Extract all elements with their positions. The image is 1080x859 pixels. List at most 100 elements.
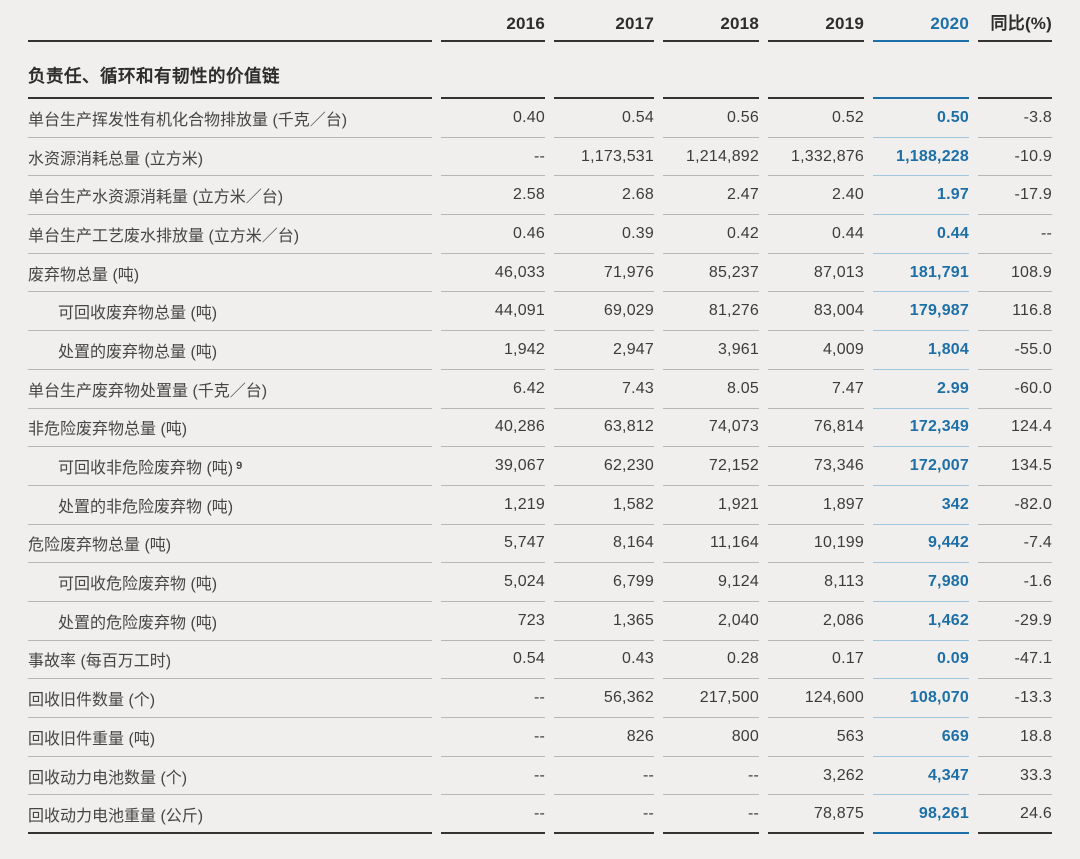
- value-2016: 0.54: [441, 641, 545, 680]
- value-2016: 39,067: [441, 447, 545, 486]
- table-row: 单台生产废弃物处置量 (千克／台) 6.42 7.43 8.05 7.47 2.99 -60…: [28, 370, 1052, 409]
- value-yoy: -1.6: [978, 563, 1052, 602]
- value-2016: 5,024: [441, 563, 545, 602]
- value-2019: 563: [768, 718, 864, 757]
- value-2016: 1,942: [441, 331, 545, 370]
- value-yoy: -29.9: [978, 602, 1052, 641]
- table-row: 可回收危险废弃物 (吨) 5,024 6,799 9,124 8,113 7,980 -1.…: [28, 563, 1052, 602]
- value-2018: 1,921: [663, 486, 759, 525]
- value-2017: --: [554, 795, 654, 835]
- value-2017: 6,799: [554, 563, 654, 602]
- value-2019: 87,013: [768, 254, 864, 293]
- value-2020: 669: [873, 718, 969, 757]
- column-header-2016: 2016: [441, 14, 545, 42]
- value-2019: 73,346: [768, 447, 864, 486]
- value-2019: 0.17: [768, 641, 864, 680]
- value-2020: 179,987: [873, 292, 969, 332]
- value-2017: 62,230: [554, 447, 654, 486]
- table-row: 可回收非危险废弃物 (吨) 9 39,067 62,230 72,152 73,346 17…: [28, 447, 1052, 486]
- value-2016: 2.58: [441, 176, 545, 216]
- footnote-marker: 9: [236, 460, 243, 473]
- value-2018: 0.42: [663, 215, 759, 254]
- value-2016: 44,091: [441, 292, 545, 332]
- value-2016: 0.46: [441, 215, 545, 254]
- value-2020: 172,349: [873, 409, 969, 448]
- table-row: 非危险废弃物总量 (吨) 40,286 63,812 74,073 76,814 172,…: [28, 409, 1052, 448]
- table-header-row: 2016 2017 2018 2019 2020 同比(%): [28, 14, 1052, 42]
- metric-label: 处置的非危险废弃物 (吨): [28, 486, 432, 525]
- value-2016: --: [441, 757, 545, 796]
- value-2018: 0.56: [663, 99, 759, 138]
- value-2019: 8,113: [768, 563, 864, 602]
- value-2018: 217,500: [663, 679, 759, 718]
- metric-label: 水资源消耗总量 (立方米): [28, 138, 432, 177]
- value-2020: 9,442: [873, 525, 969, 564]
- value-2020: 181,791: [873, 254, 969, 293]
- table-row: 单台生产挥发性有机化合物排放量 (千克／台) 0.40 0.54 0.56 0.52 0.…: [28, 99, 1052, 138]
- value-2017: 2,947: [554, 331, 654, 370]
- value-yoy: -55.0: [978, 331, 1052, 370]
- value-2019: 0.52: [768, 99, 864, 138]
- value-2020: 0.50: [873, 99, 969, 138]
- value-2017: 1,582: [554, 486, 654, 525]
- value-2018: 800: [663, 718, 759, 757]
- value-2017: 2.68: [554, 176, 654, 216]
- value-2017: 7.43: [554, 370, 654, 409]
- value-2017: 69,029: [554, 292, 654, 332]
- value-2020: 1,462: [873, 602, 969, 641]
- table-row: 可回收废弃物总量 (吨) 44,091 69,029 81,276 83,004 179,…: [28, 292, 1052, 332]
- value-2016: --: [441, 718, 545, 757]
- value-2018: --: [663, 795, 759, 835]
- metric-label: 单台生产水资源消耗量 (立方米／台): [28, 176, 432, 216]
- value-2016: 723: [441, 602, 545, 641]
- column-header-yoy: 同比(%): [978, 14, 1052, 42]
- value-2020: 172,007: [873, 447, 969, 486]
- metric-label: 回收动力电池数量 (个): [28, 757, 432, 796]
- metric-label: 危险废弃物总量 (吨): [28, 525, 432, 564]
- value-2020: 98,261: [873, 795, 969, 835]
- metric-label: 单台生产废弃物处置量 (千克／台): [28, 370, 432, 409]
- value-yoy: -82.0: [978, 486, 1052, 525]
- value-2018: 1,214,892: [663, 138, 759, 177]
- value-2020: 1.97: [873, 176, 969, 216]
- value-2019: 2,086: [768, 602, 864, 641]
- value-2018: 8.05: [663, 370, 759, 409]
- value-2020: 4,347: [873, 757, 969, 796]
- metric-label: 回收动力电池重量 (公斤): [28, 795, 432, 835]
- value-yoy: -47.1: [978, 641, 1052, 680]
- value-2017: 71,976: [554, 254, 654, 293]
- value-2016: 40,286: [441, 409, 545, 448]
- value-2018: 85,237: [663, 254, 759, 293]
- value-2019: 4,009: [768, 331, 864, 370]
- column-header-2019: 2019: [768, 14, 864, 42]
- value-2019: 0.44: [768, 215, 864, 254]
- section-rule-2019: [768, 66, 864, 99]
- metric-label: 回收旧件重量 (吨): [28, 718, 432, 757]
- value-2018: 81,276: [663, 292, 759, 332]
- metric-label: 处置的危险废弃物 (吨): [28, 602, 432, 641]
- value-yoy: -17.9: [978, 176, 1052, 216]
- value-yoy: -60.0: [978, 370, 1052, 409]
- value-yoy: 33.3: [978, 757, 1052, 796]
- value-2020: 342: [873, 486, 969, 525]
- section-header-row: 负责任、循环和有韧性的价值链: [28, 66, 1052, 99]
- value-2016: --: [441, 679, 545, 718]
- value-2017: 56,362: [554, 679, 654, 718]
- section-title: 负责任、循环和有韧性的价值链: [28, 66, 432, 99]
- value-2017: 63,812: [554, 409, 654, 448]
- value-2019: 124,600: [768, 679, 864, 718]
- table-row: 水资源消耗总量 (立方米) -- 1,173,531 1,214,892 1,332,8…: [28, 138, 1052, 177]
- value-yoy: 134.5: [978, 447, 1052, 486]
- value-2018: 2,040: [663, 602, 759, 641]
- table-body: 单台生产挥发性有机化合物排放量 (千克／台) 0.40 0.54 0.56 0.52 0.…: [28, 99, 1052, 835]
- value-2020: 2.99: [873, 370, 969, 409]
- table-row: 废弃物总量 (吨) 46,033 71,976 85,237 87,013 181,791…: [28, 254, 1052, 293]
- metric-label: 处置的废弃物总量 (吨): [28, 331, 432, 370]
- value-2018: --: [663, 757, 759, 796]
- value-2020: 1,188,228: [873, 138, 969, 177]
- value-2018: 9,124: [663, 563, 759, 602]
- value-2020: 0.09: [873, 641, 969, 680]
- value-2016: 0.40: [441, 99, 545, 138]
- value-2017: 1,365: [554, 602, 654, 641]
- value-2019: 78,875: [768, 795, 864, 835]
